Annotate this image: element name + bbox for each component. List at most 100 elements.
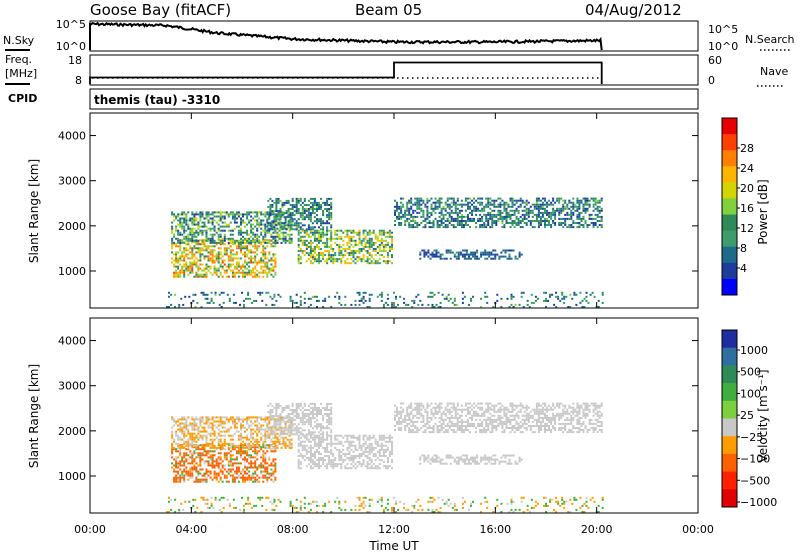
power-echo-cell <box>326 214 329 217</box>
velocity-echo-cell <box>326 433 329 436</box>
velocity-echo-cell <box>400 412 403 415</box>
velocity-echo-cell <box>173 424 176 427</box>
velocity-echo-cell <box>191 434 194 437</box>
velocity-echo-cell <box>378 434 381 437</box>
power-echo-cell <box>195 257 198 260</box>
velocity-echo-cell <box>233 458 236 461</box>
power-echo-cell <box>309 220 312 223</box>
power-echo-cell <box>412 220 415 222</box>
power-echo-cell <box>398 211 401 214</box>
power-echo-cell <box>414 209 417 212</box>
power-echo-cell <box>476 255 479 258</box>
power-echo-cell <box>380 233 383 236</box>
power-echo-cell <box>299 228 302 231</box>
velocity-echo-cell <box>237 430 240 433</box>
power-echo-cell <box>344 250 347 252</box>
velocity-echo-cell <box>231 448 234 451</box>
power-echo-cell <box>213 255 216 258</box>
velocity-echo-cell <box>193 420 196 423</box>
velocity-echo-cell <box>211 464 214 467</box>
velocity-echo-cell <box>262 460 265 463</box>
power-echo-cell <box>564 224 567 226</box>
power-echo-cell <box>396 201 398 204</box>
power-echo-cell <box>197 259 200 262</box>
velocity-echo-cell <box>185 472 188 475</box>
power-echo-cell <box>513 222 516 224</box>
power-echo-cell <box>384 243 387 246</box>
power-echo-cell <box>514 257 517 260</box>
power-echo-cell <box>297 229 300 232</box>
velocity-echo-cell <box>203 474 206 477</box>
power-echo-cell <box>212 301 215 304</box>
power-echo-cell <box>295 301 298 304</box>
power-echo-cell <box>441 253 444 256</box>
power-echo-cell <box>452 211 455 214</box>
velocity-echo-cell <box>235 456 238 459</box>
power-echo-cell <box>289 218 292 221</box>
velocity-echo-cell <box>380 446 383 449</box>
power-echo-cell <box>168 295 170 298</box>
power-echo-cell <box>272 221 275 224</box>
power-echo-cell <box>403 297 406 300</box>
power-echo-cell <box>254 239 257 242</box>
power-echo-cell <box>183 221 186 224</box>
power-echo-cell <box>440 224 443 226</box>
velocity-echo-cell <box>340 450 343 453</box>
velocity-echo-cell <box>225 430 228 433</box>
velocity-echo-cell <box>297 413 300 415</box>
power-echo-cell <box>275 199 278 202</box>
power-echo-cell <box>328 237 331 240</box>
velocity-echo-cell <box>207 474 210 477</box>
velocity-echo-cell <box>191 424 194 427</box>
power-echo-cell <box>264 251 267 254</box>
velocity-echo-cell <box>227 472 230 475</box>
power-echo-cell <box>231 237 234 240</box>
velocity-echo-cell <box>358 457 361 459</box>
velocity-echo-cell <box>193 426 196 429</box>
power-echo-cell <box>199 217 202 220</box>
velocity-echo-cell <box>275 409 278 411</box>
power-echo-cell <box>476 257 479 260</box>
velocity-echo-cell <box>272 470 275 473</box>
velocity-echo-cell <box>384 455 387 457</box>
power-echo-cell <box>205 267 208 270</box>
power-echo-cell <box>338 235 341 238</box>
velocity-echo-cell <box>287 425 290 428</box>
power-echo-cell <box>235 251 238 254</box>
velocity-echo-cell <box>396 410 398 413</box>
velocity-echo-cell <box>313 461 316 464</box>
velocity-echo-cell <box>309 455 312 457</box>
velocity-echo-cell <box>309 421 312 424</box>
power-echo-cell <box>416 199 419 202</box>
velocity-echo-cell <box>246 476 249 479</box>
power-echo-cell <box>218 293 221 296</box>
power-echo-cell <box>209 239 212 242</box>
power-echo-cell <box>248 257 251 260</box>
power-echo-cell <box>248 243 251 246</box>
power-echo-cell <box>246 241 249 244</box>
velocity-echo-cell <box>324 455 327 457</box>
power-echo-cell <box>572 213 575 216</box>
power-echo-cell <box>338 243 341 246</box>
power-echo-cell <box>253 299 256 302</box>
power-echo-cell <box>600 207 603 210</box>
power-echo-cell <box>191 269 194 272</box>
power-echo-cell <box>205 235 208 238</box>
power-echo-cell <box>505 220 508 222</box>
velocity-echo-cell <box>318 450 320 453</box>
velocity-echo-cell <box>322 419 325 422</box>
power-echo-cell <box>326 258 329 261</box>
power-echo-cell <box>330 224 333 227</box>
power-echo-cell <box>231 211 234 214</box>
power-echo-cell <box>429 291 432 294</box>
power-echo-cell <box>215 231 218 234</box>
power-echo-cell <box>330 260 333 263</box>
power-echo-cell <box>201 273 204 276</box>
power-echo-cell <box>284 217 287 220</box>
velocity-echo-cell <box>276 444 279 447</box>
power-echo-cell <box>364 241 367 244</box>
power-echo-cell <box>578 226 581 229</box>
velocity-echo-cell <box>205 468 208 471</box>
power-echo-cell <box>422 201 425 204</box>
velocity-echo-cell <box>248 446 251 449</box>
